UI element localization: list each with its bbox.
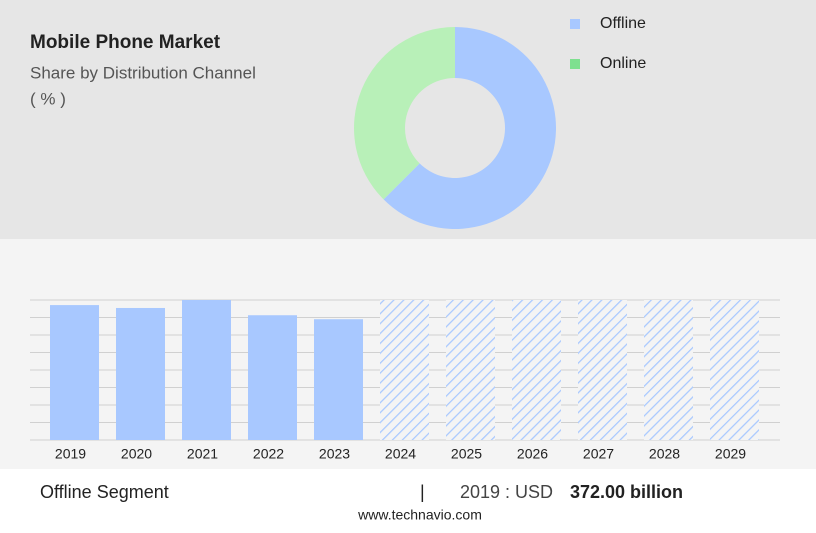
x-tick-label: 2022 — [253, 446, 284, 462]
x-tick-label: 2020 — [121, 446, 152, 462]
x-tick-label: 2028 — [649, 446, 680, 462]
chart-subtitle: Share by Distribution Channel — [30, 63, 256, 82]
legend-swatch — [570, 19, 580, 29]
forecast-bar — [644, 300, 693, 440]
footer-year: 2019 : USD — [460, 482, 553, 502]
bar — [50, 305, 99, 440]
footer-segment: Offline Segment — [40, 482, 169, 502]
legend-label: Offline — [600, 15, 646, 32]
x-tick-label: 2025 — [451, 446, 482, 462]
forecast-bar — [578, 300, 627, 440]
forecast-bar — [446, 300, 495, 440]
legend-label: Online — [600, 55, 646, 72]
x-tick-label: 2026 — [517, 446, 548, 462]
pie-slice — [353, 27, 455, 200]
x-tick-label: 2023 — [319, 446, 350, 462]
legend-swatch — [570, 59, 580, 69]
footer-value: 372.00 billion — [570, 482, 683, 502]
bar — [248, 315, 297, 440]
footer-separator: | — [420, 482, 425, 502]
forecast-bar — [380, 300, 429, 440]
forecast-bar — [710, 300, 759, 440]
x-tick-label: 2029 — [715, 446, 746, 462]
x-tick-label: 2024 — [385, 446, 416, 462]
source: www.technavio.com — [357, 507, 482, 523]
x-tick-label: 2027 — [583, 446, 614, 462]
x-tick-label: 2021 — [187, 446, 218, 462]
chart-title: Mobile Phone Market — [30, 32, 221, 53]
forecast-bar — [512, 300, 561, 440]
bar — [116, 307, 165, 440]
pie-slice — [383, 27, 556, 229]
x-tick-label: 2019 — [55, 446, 86, 462]
unit-label: ( % ) — [30, 89, 66, 108]
bar — [314, 319, 363, 440]
bar — [182, 300, 231, 440]
